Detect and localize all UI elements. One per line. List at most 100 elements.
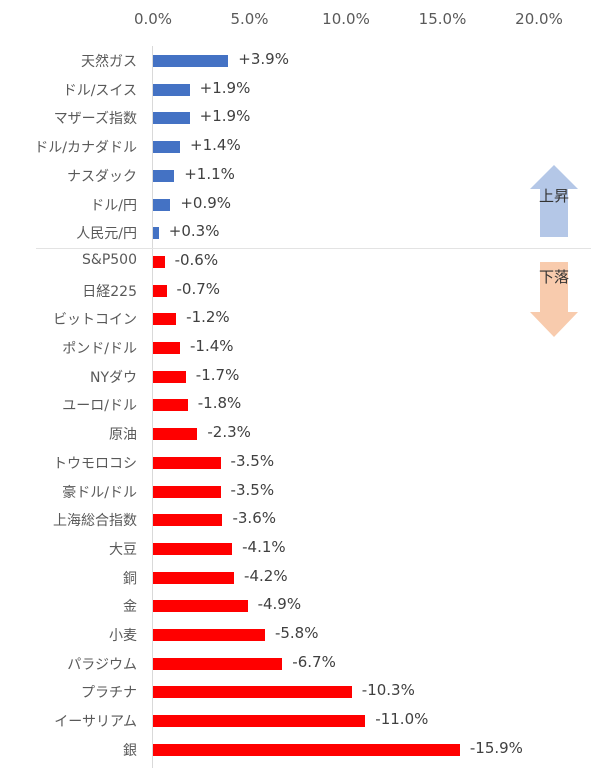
- value-label: -6.7%: [292, 652, 336, 671]
- category-label: 人民元/円: [76, 226, 137, 243]
- category-label: 豪ドル/ドル: [62, 484, 137, 501]
- rise-bar: [153, 169, 175, 182]
- category-label: NYダウ: [89, 369, 137, 386]
- value-label: -4.1%: [242, 537, 286, 556]
- bar-row: 小麦 -5.8%: [0, 621, 600, 649]
- y-axis-line: [152, 46, 153, 768]
- value-label: -15.9%: [469, 738, 523, 757]
- category-label: 金: [123, 599, 137, 616]
- value-label: -1.7%: [195, 365, 240, 384]
- category-label: 大豆: [109, 541, 137, 558]
- value-label: -1.4%: [190, 337, 234, 355]
- value-label: +0.3%: [168, 222, 220, 241]
- fall-bar: [153, 743, 460, 756]
- fall-bar: [153, 600, 248, 613]
- category-label: マザーズ指数: [53, 111, 137, 128]
- value-label: +1.9%: [199, 78, 251, 97]
- bar-row: プラチナ -10.3%: [0, 678, 600, 706]
- bar-row: 日経225 -0.7%: [0, 277, 600, 305]
- fall-bar: [153, 342, 181, 354]
- bar-row: 天然ガス +3.9%: [0, 47, 600, 75]
- bar-row: ドル/スイス +1.9%: [0, 76, 600, 104]
- category-label: 天然ガス: [81, 54, 137, 70]
- rise-bar: [153, 141, 181, 154]
- bar-row: トウモロコシ -3.5%: [0, 449, 600, 477]
- bar-row: 大豆 -4.1%: [0, 535, 600, 563]
- fall-bar: [153, 571, 235, 584]
- bar-row: ビットコイン -1.2%: [0, 305, 600, 333]
- category-label: 上海総合指数: [53, 513, 137, 530]
- category-label: S&P500: [82, 251, 137, 268]
- bar-row: ポンド/ドル -1.4%: [0, 334, 600, 362]
- fall-arrow-icon: 下落: [530, 262, 578, 337]
- category-label: トウモロコシ: [53, 455, 137, 472]
- category-label: ポンド/ドル: [62, 341, 137, 357]
- value-label: -3.5%: [230, 480, 275, 499]
- x-tick-label: 15.0%: [418, 10, 467, 28]
- category-label: ビットコイン: [53, 312, 137, 329]
- rise-bar: [153, 198, 171, 211]
- fall-bar: [153, 313, 177, 326]
- value-label: +1.4%: [190, 136, 241, 155]
- rise-bar: [153, 227, 159, 240]
- category-label: 銀: [123, 742, 137, 759]
- value-label: -4.9%: [257, 595, 302, 614]
- rise-bar: [153, 112, 190, 125]
- category-label: ユーロ/ドル: [62, 398, 137, 415]
- x-tick-label: 5.0%: [230, 10, 269, 28]
- bar-row: 銅 -4.2%: [0, 564, 600, 592]
- fall-bar: [153, 456, 221, 469]
- fall-bar: [153, 629, 265, 641]
- value-label: -1.2%: [186, 308, 230, 327]
- value-label: -4.2%: [244, 566, 288, 585]
- value-label: -3.6%: [232, 509, 276, 528]
- bar-row: NYダウ -1.7%: [0, 363, 600, 391]
- value-label: +1.9%: [199, 107, 251, 126]
- value-label: +1.1%: [184, 164, 235, 183]
- value-label: -10.3%: [361, 681, 415, 700]
- rise-bar: [153, 55, 229, 67]
- value-label: -0.6%: [174, 250, 219, 269]
- rise-fall-separator: [36, 248, 591, 249]
- bar-row: ドル/円 +0.9%: [0, 191, 600, 219]
- bar-row: マザーズ指数 +1.9%: [0, 104, 600, 132]
- value-label: +0.9%: [180, 193, 232, 212]
- value-label: +3.9%: [238, 50, 289, 68]
- fall-label: 下落: [538, 268, 569, 286]
- category-label: プラチナ: [81, 685, 137, 702]
- category-label: ナスダック: [67, 168, 137, 185]
- category-label: 原油: [109, 427, 137, 444]
- value-label: -5.8%: [274, 624, 319, 642]
- category-label: 日経225: [82, 283, 137, 300]
- bar-row: ドル/カナダドル +1.4%: [0, 133, 600, 161]
- value-label: -3.5%: [230, 451, 275, 470]
- bar-row: 上海総合指数 -3.6%: [0, 506, 600, 534]
- bar-row: 金 -4.9%: [0, 592, 600, 620]
- bar-row: S&P500 -0.6%: [0, 248, 600, 276]
- bar-row: 原油 -2.3%: [0, 420, 600, 448]
- fall-bar: [153, 657, 283, 670]
- category-label: 小麦: [109, 628, 137, 644]
- fall-bar: [153, 428, 198, 441]
- bar-row: パラジウム -6.7%: [0, 650, 600, 678]
- value-label: -0.7%: [176, 279, 221, 298]
- fall-bar: [153, 686, 352, 699]
- fall-bar: [153, 514, 223, 527]
- bar-row: イーサリアム -11.0%: [0, 707, 600, 735]
- fall-bar: [153, 485, 221, 498]
- fall-bar: [153, 399, 188, 412]
- value-label: -11.0%: [375, 710, 429, 729]
- rise-arrow-icon: 上昇: [530, 165, 578, 237]
- bar-row: 銀 -15.9%: [0, 736, 600, 764]
- category-label: ドル/円: [90, 197, 137, 214]
- x-tick-label: 10.0%: [322, 10, 370, 28]
- category-label: パラジウム: [67, 656, 137, 673]
- x-tick-label: 0.0%: [133, 10, 173, 28]
- bar-row: 人民元/円 +0.3%: [0, 219, 600, 247]
- fall-bar: [153, 715, 366, 728]
- value-label: -1.8%: [197, 394, 242, 413]
- fall-bar: [153, 255, 165, 268]
- fall-bar: [153, 284, 167, 297]
- category-label: 銅: [123, 570, 137, 587]
- bar-row: ユーロ/ドル -1.8%: [0, 391, 600, 419]
